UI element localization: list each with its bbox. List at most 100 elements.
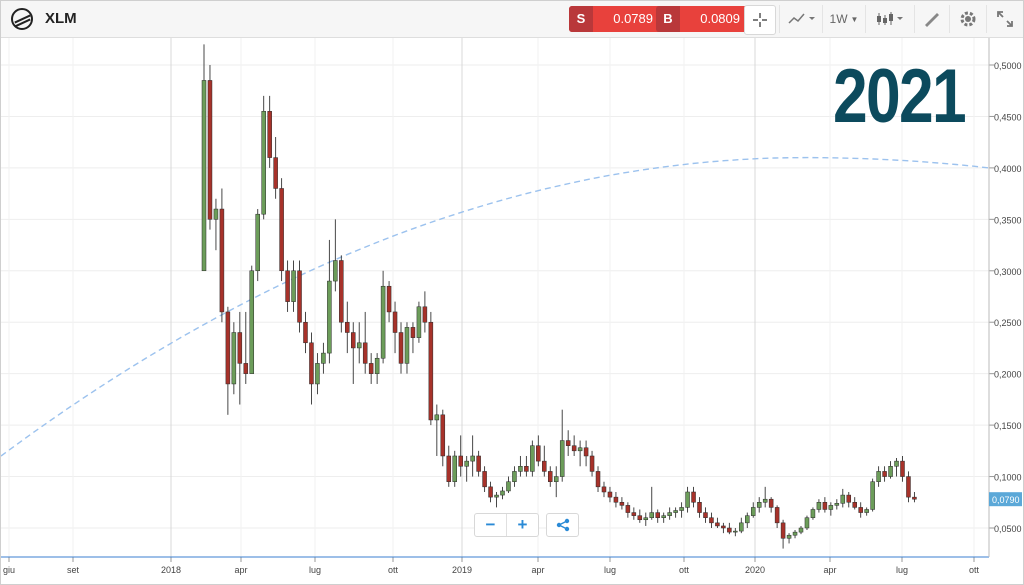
candle-body[interactable] bbox=[404, 327, 410, 364]
candle-body[interactable] bbox=[470, 455, 475, 462]
candle-body[interactable] bbox=[297, 270, 302, 323]
instrument-symbol[interactable]: XLM bbox=[45, 10, 77, 27]
candle-body[interactable] bbox=[201, 80, 207, 272]
candle-body[interactable] bbox=[548, 471, 553, 482]
sell-button[interactable]: S 0.0789 bbox=[569, 6, 661, 32]
candle-body[interactable] bbox=[852, 502, 857, 508]
candle-body[interactable] bbox=[625, 505, 631, 513]
candle-body[interactable] bbox=[882, 471, 887, 477]
candle-body[interactable] bbox=[374, 357, 380, 374]
candle-body[interactable] bbox=[745, 515, 750, 524]
crosshair-button[interactable] bbox=[744, 5, 776, 35]
candle-body[interactable] bbox=[434, 414, 440, 421]
candle-body[interactable] bbox=[762, 498, 768, 503]
candle-body[interactable] bbox=[458, 455, 463, 467]
candle-body[interactable] bbox=[661, 515, 666, 518]
candle-body[interactable] bbox=[912, 496, 917, 500]
candle-body[interactable] bbox=[351, 332, 356, 349]
candle-body[interactable] bbox=[500, 490, 505, 496]
candle-body[interactable] bbox=[494, 494, 499, 498]
price-chart[interactable]: 0,5000 0,4500 0,4000 0,3500 0,3000 0,2500 0,20… bbox=[1, 38, 1023, 584]
candle-body[interactable] bbox=[267, 111, 272, 158]
candle-body[interactable] bbox=[846, 494, 852, 503]
candle-body[interactable] bbox=[798, 527, 804, 533]
candle-body[interactable] bbox=[876, 471, 881, 482]
candle-body[interactable] bbox=[571, 445, 577, 452]
candle-body[interactable] bbox=[410, 327, 416, 338]
fullscreen-button[interactable] bbox=[986, 5, 1023, 33]
candle-body[interactable] bbox=[828, 505, 834, 510]
candle-body[interactable] bbox=[237, 332, 243, 364]
candle-body[interactable] bbox=[595, 471, 601, 488]
candle-body[interactable] bbox=[906, 476, 911, 498]
candle-body[interactable] bbox=[339, 260, 344, 323]
draw-tool-button[interactable] bbox=[914, 5, 949, 33]
candle-body[interactable] bbox=[291, 270, 296, 302]
candle-body[interactable] bbox=[524, 466, 529, 472]
candle-body[interactable] bbox=[482, 471, 487, 488]
candle-body[interactable] bbox=[428, 321, 434, 421]
candle-body[interactable] bbox=[756, 502, 762, 508]
candle-body[interactable] bbox=[637, 515, 643, 521]
candle-body[interactable] bbox=[792, 531, 798, 536]
candle-body[interactable] bbox=[864, 509, 869, 513]
candle-body[interactable] bbox=[207, 80, 213, 220]
candle-body[interactable] bbox=[249, 270, 255, 374]
candle-body[interactable] bbox=[213, 208, 219, 220]
candle-body[interactable] bbox=[327, 280, 332, 354]
candle-body[interactable] bbox=[416, 306, 422, 338]
candle-body[interactable] bbox=[530, 445, 535, 472]
candle-body[interactable] bbox=[536, 445, 541, 462]
candle-body[interactable] bbox=[422, 306, 428, 323]
candle-body[interactable] bbox=[679, 507, 684, 511]
candle-body[interactable] bbox=[255, 213, 260, 272]
zoom-out-icon[interactable]: − bbox=[485, 515, 496, 534]
candle-body[interactable] bbox=[750, 507, 756, 516]
candle-body[interactable] bbox=[631, 512, 637, 516]
candle-body[interactable] bbox=[840, 494, 846, 504]
candle-body[interactable] bbox=[518, 466, 523, 472]
candle-body[interactable] bbox=[673, 510, 678, 513]
candle-body[interactable] bbox=[542, 460, 547, 472]
candle-body[interactable] bbox=[583, 447, 589, 457]
candle-body[interactable] bbox=[822, 502, 828, 510]
buy-button[interactable]: B 0.0809 bbox=[656, 6, 748, 32]
candle-body[interactable] bbox=[243, 363, 249, 374]
candle-body[interactable] bbox=[333, 260, 338, 282]
candle-body[interactable] bbox=[613, 496, 619, 503]
candle-body[interactable] bbox=[261, 111, 266, 215]
candle-body[interactable] bbox=[619, 502, 625, 506]
candle-body[interactable] bbox=[512, 471, 517, 482]
candle-body[interactable] bbox=[703, 512, 708, 518]
timeframe-button[interactable]: 1W ▼ bbox=[822, 5, 865, 33]
candle-body[interactable] bbox=[345, 321, 350, 333]
candle-body[interactable] bbox=[667, 512, 672, 516]
candle-body[interactable] bbox=[476, 455, 481, 472]
candle-body[interactable] bbox=[715, 522, 720, 527]
candle-body[interactable] bbox=[601, 486, 607, 493]
candle-body[interactable] bbox=[356, 342, 362, 349]
share-icon[interactable] bbox=[547, 514, 578, 536]
candle-body[interactable] bbox=[309, 342, 314, 385]
candle-body[interactable] bbox=[697, 502, 702, 513]
candle-body[interactable] bbox=[834, 503, 840, 506]
candle-body[interactable] bbox=[386, 285, 392, 313]
candle-body[interactable] bbox=[565, 440, 571, 446]
candle-body[interactable] bbox=[810, 509, 816, 518]
candle-body[interactable] bbox=[362, 342, 368, 364]
candle-body[interactable] bbox=[446, 455, 452, 482]
candle-body[interactable] bbox=[380, 285, 386, 359]
candle-body[interactable] bbox=[858, 507, 863, 513]
candle-body[interactable] bbox=[368, 363, 374, 374]
candle-body[interactable] bbox=[285, 270, 290, 302]
candle-body[interactable] bbox=[589, 455, 595, 472]
candle-body[interactable] bbox=[774, 507, 780, 524]
candle-body[interactable] bbox=[315, 363, 320, 385]
candle-body[interactable] bbox=[733, 530, 738, 533]
candle-body[interactable] bbox=[888, 466, 893, 477]
candle-body[interactable] bbox=[321, 352, 326, 364]
candle-body[interactable] bbox=[577, 447, 583, 452]
candle-body[interactable] bbox=[506, 481, 511, 492]
candle-body[interactable] bbox=[225, 311, 231, 385]
candle-body[interactable] bbox=[398, 332, 404, 364]
